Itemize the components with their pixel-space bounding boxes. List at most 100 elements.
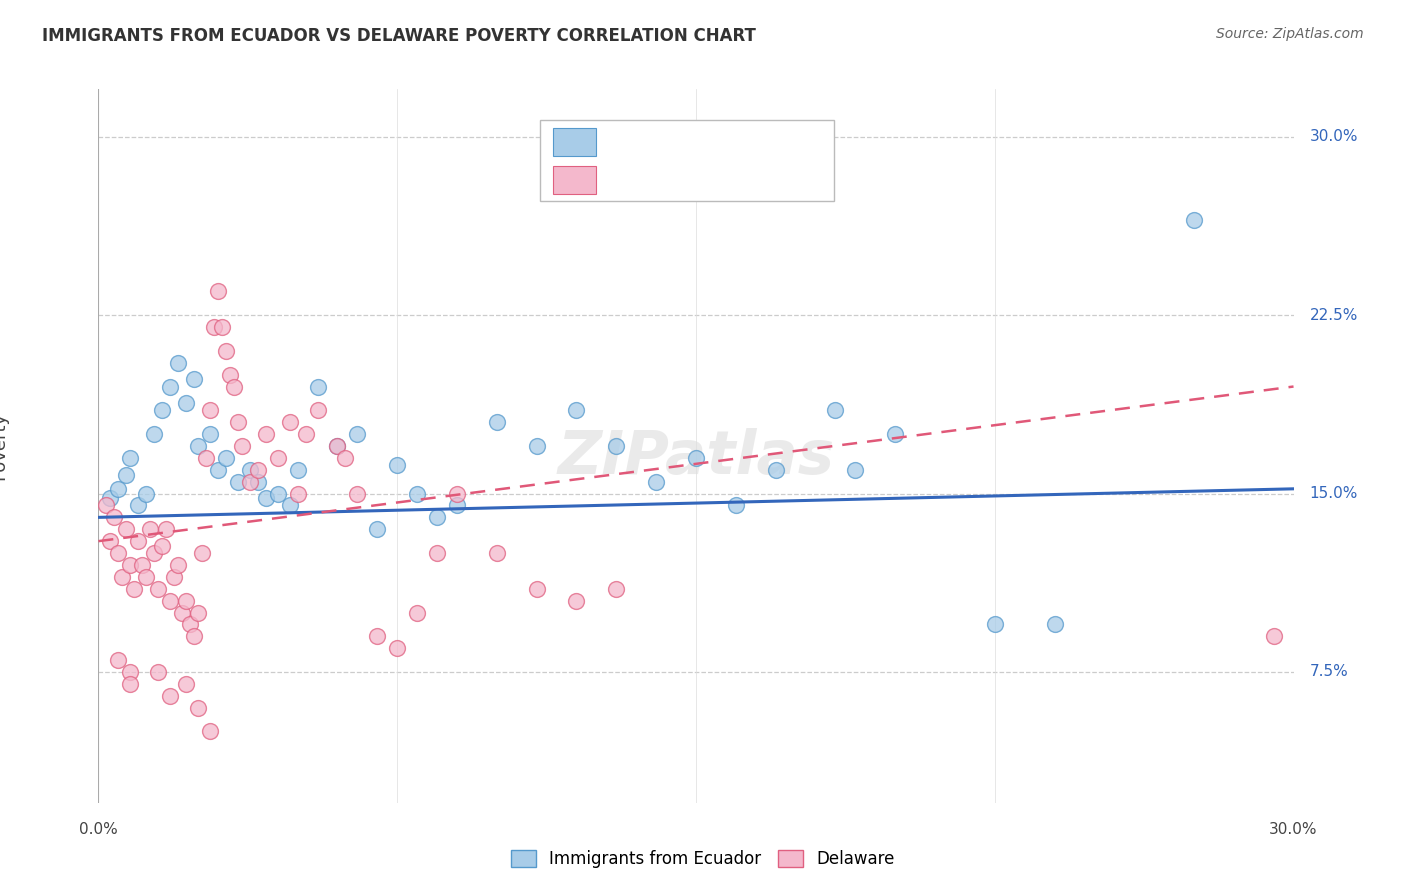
Point — [526, 582, 548, 596]
Point — [115, 522, 138, 536]
Text: 0.092: 0.092 — [652, 173, 700, 187]
Text: R =: R = — [609, 173, 641, 187]
Text: Poverty: Poverty — [0, 412, 8, 480]
Text: 30.0%: 30.0% — [1309, 129, 1358, 145]
Point — [239, 475, 262, 489]
Point — [219, 368, 242, 382]
Point — [150, 403, 173, 417]
Point — [485, 546, 508, 560]
Point — [127, 499, 149, 513]
Point — [446, 486, 468, 500]
Text: 64: 64 — [769, 173, 790, 187]
Point — [172, 606, 194, 620]
Point — [254, 427, 277, 442]
Point — [174, 396, 197, 410]
Point — [187, 439, 209, 453]
Point — [385, 458, 409, 472]
Text: IMMIGRANTS FROM ECUADOR VS DELAWARE POVERTY CORRELATION CHART: IMMIGRANTS FROM ECUADOR VS DELAWARE POVE… — [42, 27, 756, 45]
Point — [211, 320, 233, 334]
Point — [526, 439, 548, 453]
Point — [167, 558, 190, 572]
Point — [115, 467, 138, 482]
Point — [346, 486, 368, 500]
Point — [103, 510, 125, 524]
Point — [187, 700, 209, 714]
Point — [96, 499, 118, 513]
Point — [983, 617, 1005, 632]
Point — [163, 570, 186, 584]
Point — [215, 343, 238, 358]
Point — [385, 641, 409, 656]
Point — [159, 593, 181, 607]
Point — [135, 570, 157, 584]
Text: 0.0%: 0.0% — [79, 822, 118, 837]
Point — [287, 486, 309, 500]
Point — [426, 546, 449, 560]
Point — [198, 427, 221, 442]
Point — [159, 379, 181, 393]
Point — [183, 372, 205, 386]
Text: N =: N = — [725, 173, 759, 187]
Point — [120, 450, 142, 465]
Point — [120, 665, 142, 679]
Point — [1263, 629, 1285, 643]
Point — [307, 379, 329, 393]
Point — [605, 582, 627, 596]
Point — [159, 689, 181, 703]
Point — [124, 582, 146, 596]
Point — [605, 439, 627, 453]
Text: 15.0%: 15.0% — [1309, 486, 1358, 501]
Point — [198, 724, 221, 739]
Point — [222, 379, 245, 393]
Point — [254, 491, 277, 506]
Point — [685, 450, 707, 465]
Point — [226, 415, 249, 429]
Point — [155, 522, 177, 536]
Point — [191, 546, 214, 560]
Point — [239, 463, 262, 477]
Point — [143, 546, 166, 560]
Point — [143, 427, 166, 442]
Point — [406, 486, 429, 500]
Text: 30.0%: 30.0% — [1270, 822, 1317, 837]
FancyBboxPatch shape — [540, 120, 834, 201]
Point — [246, 463, 269, 477]
Point — [346, 427, 368, 442]
Point — [207, 285, 229, 299]
Point — [111, 570, 134, 584]
Text: R =: R = — [609, 134, 641, 148]
Point — [107, 482, 129, 496]
Point — [179, 617, 201, 632]
Legend: Immigrants from Ecuador, Delaware: Immigrants from Ecuador, Delaware — [505, 843, 901, 875]
Point — [207, 463, 229, 477]
Text: 22.5%: 22.5% — [1309, 308, 1358, 323]
Point — [98, 491, 122, 506]
Point — [246, 475, 269, 489]
Bar — [553, 166, 596, 194]
Point — [226, 475, 249, 489]
Point — [167, 356, 190, 370]
Bar — [553, 128, 596, 156]
Point — [765, 463, 787, 477]
Point — [884, 427, 907, 442]
Point — [267, 486, 290, 500]
Point — [127, 534, 149, 549]
Point — [366, 629, 388, 643]
Point — [278, 499, 301, 513]
Point — [565, 403, 588, 417]
Point — [366, 522, 388, 536]
Point — [335, 450, 357, 465]
Point — [215, 450, 238, 465]
Point — [326, 439, 349, 453]
Point — [446, 499, 468, 513]
Point — [183, 629, 205, 643]
Point — [294, 427, 316, 442]
Point — [1182, 213, 1205, 227]
Point — [1043, 617, 1066, 632]
Point — [195, 450, 218, 465]
Point — [844, 463, 866, 477]
Point — [406, 606, 429, 620]
Point — [724, 499, 747, 513]
Point — [187, 606, 209, 620]
Text: 45: 45 — [769, 134, 790, 148]
